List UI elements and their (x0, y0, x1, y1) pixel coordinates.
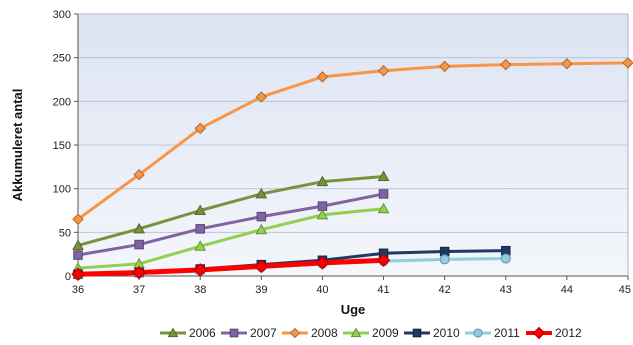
data-point-2007 (256, 211, 267, 222)
series-line-2008 (76, 61, 630, 221)
legend-item-2008: 2008 (282, 326, 338, 340)
x-tick-label: 40 (316, 284, 328, 296)
legend-marker-2006 (167, 327, 179, 338)
data-point-2008 (622, 57, 633, 69)
y-tick-label: 0 (65, 271, 71, 283)
x-tick-label: 37 (133, 284, 145, 296)
y-tick-label: 300 (53, 9, 71, 21)
data-point-2008 (133, 168, 145, 181)
data-point-2007 (378, 189, 389, 199)
legend-marker-2010 (412, 328, 422, 338)
y-axis-title: Akkumuleret antal (10, 89, 25, 202)
data-point-2012 (315, 256, 330, 270)
data-point-2006 (316, 175, 329, 187)
x-tick-label: 42 (439, 284, 451, 296)
y-tick-label: 150 (53, 140, 71, 152)
x-tick-label: 44 (561, 284, 573, 296)
series-line-2012 (75, 257, 387, 277)
legend-item-2012: 2012 (526, 326, 582, 340)
y-axis: 0 50 100 150 200 250 300 (53, 9, 79, 283)
data-point-2012 (71, 267, 85, 281)
data-point-2008 (438, 60, 451, 73)
legend-marker-2007 (229, 328, 239, 338)
data-point-2006 (194, 204, 207, 215)
x-tick-label: 45 (619, 284, 631, 296)
x-tick-label: 39 (255, 284, 267, 296)
legend-label: 2009 (372, 326, 399, 340)
data-point-2006 (72, 239, 84, 250)
series-2006 (72, 170, 390, 250)
x-tick-label: 43 (500, 284, 512, 296)
x-axis-title: Uge (341, 302, 366, 317)
series-line-2006 (76, 174, 386, 247)
legend-label: 2008 (311, 326, 338, 340)
y-tick-label: 100 (53, 184, 71, 196)
series-2007 (73, 189, 389, 260)
series-line-2007 (76, 192, 386, 257)
data-point-2011 (439, 254, 450, 265)
legend-marker-2011 (473, 328, 483, 338)
data-point-2009 (255, 223, 268, 235)
legend: 2006 2007 2008 2009 2010 2011 2012 (160, 326, 582, 340)
data-point-2012 (193, 263, 207, 277)
data-point-2007 (73, 250, 83, 260)
legend-marker-2008 (289, 327, 301, 339)
legend-marker-2009 (350, 327, 362, 338)
y-tick-label: 200 (53, 96, 71, 108)
data-point-2009 (377, 202, 390, 214)
data-point-2012 (132, 265, 146, 280)
data-point-2008 (194, 122, 206, 135)
x-tick-label: 36 (72, 284, 84, 296)
data-point-2012 (376, 253, 391, 267)
series-2008 (72, 57, 633, 225)
data-point-2008 (561, 58, 573, 70)
legend-item-2011: 2011 (465, 326, 520, 340)
series-2012 (71, 253, 391, 281)
legend-label: 2011 (494, 326, 520, 340)
legend-item-2007: 2007 (221, 326, 277, 340)
data-point-2008 (316, 71, 329, 83)
data-point-2009 (194, 240, 207, 251)
data-point-2012 (254, 259, 269, 274)
data-point-2011 (500, 253, 511, 264)
data-point-2008 (72, 213, 84, 225)
legend-item-2009: 2009 (343, 326, 399, 340)
series-group (71, 57, 633, 281)
legend-label: 2012 (555, 326, 582, 340)
data-point-2007 (195, 224, 205, 234)
legend-marker-2012 (532, 326, 546, 340)
x-tick-label: 41 (377, 284, 389, 296)
legend-item-2010: 2010 (404, 326, 460, 340)
legend-item-2006: 2006 (160, 326, 216, 340)
data-point-2008 (377, 65, 390, 77)
legend-label: 2007 (250, 326, 277, 340)
data-point-2007 (134, 239, 144, 250)
data-point-2008 (255, 91, 268, 103)
data-point-2006 (255, 187, 268, 199)
x-tick-label: 38 (194, 284, 206, 296)
y-tick-label: 50 (59, 227, 71, 239)
series-line-2009 (76, 207, 386, 270)
y-tick-label: 250 (53, 53, 71, 65)
data-point-2006 (133, 222, 145, 234)
legend-label: 2006 (189, 326, 216, 340)
data-point-2006 (377, 170, 390, 181)
legend-label: 2010 (433, 326, 460, 340)
data-point-2008 (500, 58, 512, 71)
series-2009 (72, 202, 390, 273)
x-axis: 36 37 38 39 40 41 42 43 44 45 (72, 275, 631, 296)
data-point-2009 (316, 208, 329, 220)
